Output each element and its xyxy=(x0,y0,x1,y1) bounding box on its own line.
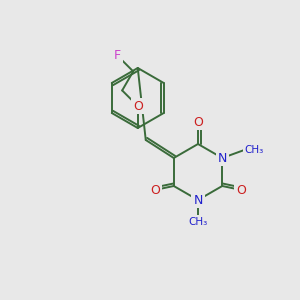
Text: F: F xyxy=(114,49,121,62)
Text: CH₃: CH₃ xyxy=(188,217,208,227)
Text: O: O xyxy=(150,184,160,196)
Text: O: O xyxy=(193,116,203,128)
Text: O: O xyxy=(133,100,143,112)
Text: N: N xyxy=(193,194,203,206)
Text: N: N xyxy=(218,152,227,164)
Text: O: O xyxy=(236,184,246,196)
Text: CH₃: CH₃ xyxy=(244,145,263,155)
